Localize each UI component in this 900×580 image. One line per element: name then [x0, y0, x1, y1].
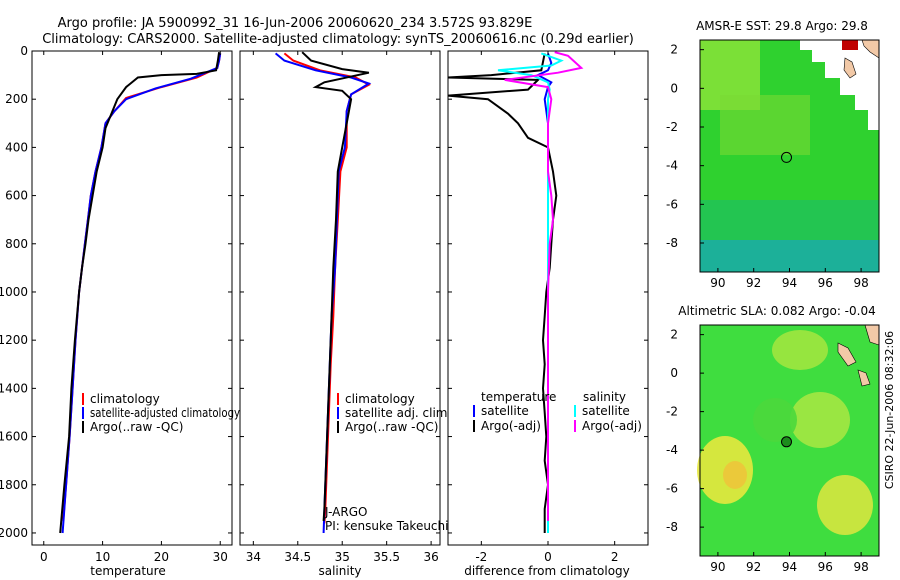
map-y-tick-label: -4 [666, 443, 678, 457]
x-tick-label: 0 [40, 550, 48, 564]
map-x-tick-label: 90 [710, 276, 725, 290]
sst-island [843, 57, 857, 79]
legend-label: Argo(..raw -QC) [345, 420, 438, 434]
argo-position-marker [781, 151, 792, 163]
salinity-panel: 34 34.5 35 35.5 36 salinity climatology sate… [239, 50, 451, 578]
sla-map-title: Altimetric SLA: 0.082 Argo: -0.04 [678, 304, 875, 318]
map-y-tick-label: 2 [670, 328, 678, 342]
x-tick-label: 30 [213, 550, 228, 564]
map-x-tick-label: 94 [782, 276, 797, 290]
x-tick-label: 34 [246, 550, 261, 564]
map-y-tick-label: 2 [670, 43, 678, 57]
sst-map-title: AMSR-E SST: 29.8 Argo: 29.8 [696, 19, 868, 33]
sla-map-panel: Altimetric SLA: 0.082 Argo: -0.04 90 92 94… [666, 304, 880, 574]
x-tick-label: 35.5 [373, 550, 400, 564]
map-x-tick-label: 98 [853, 560, 868, 574]
y-tick-label: 800 [5, 237, 28, 251]
y-tick-label: 1800 [0, 478, 28, 492]
figure-title-line2: Climatology: CARS2000. Satellite-adjuste… [42, 32, 634, 47]
temperature-legend: climatology satellite-adjusted climatolo… [82, 392, 240, 434]
legend-header-salinity: salinity [583, 390, 626, 404]
temperature-xlabel: temperature [90, 564, 165, 578]
legend-label: satellite [481, 404, 529, 418]
temperature-plot-frame [31, 50, 233, 546]
y-tick-label: 1000 [0, 285, 28, 299]
map-y-tick-label: -4 [666, 159, 678, 173]
map-y-tick-label: -8 [666, 520, 678, 534]
temperature-panel: 0 10 20 30 0 200 400 600 800 1000 1200 1400 1600 180… [0, 44, 240, 578]
y-tick-label: 1600 [0, 430, 28, 444]
map-y-tick-label: -8 [666, 236, 678, 250]
sst-field [700, 39, 880, 272]
salinity-plot-frame [239, 50, 441, 546]
y-tick-label: 200 [5, 92, 28, 106]
float-program-annotation: J-ARGO [324, 505, 367, 519]
x-tick-label: 34.5 [284, 550, 311, 564]
map-x-tick-label: 98 [853, 276, 868, 290]
sst-hot-spot [842, 40, 858, 50]
map-x-tick-label: 90 [710, 560, 725, 574]
sst-warm-patch [720, 95, 810, 155]
float-pi-annotation: PI: kensuke Takeuchi [325, 519, 448, 533]
difference-legend: temperature salinity satellite Argo(-adj… [473, 390, 642, 433]
x-tick-label: 2 [611, 550, 619, 564]
sla-anomaly-patch [817, 475, 873, 535]
temperature-profile-series-2 [59, 52, 221, 534]
figure-title-line1: Argo profile: JA 5900992_31 16-Jun-2006 … [58, 16, 533, 31]
legend-label: climatology [90, 392, 160, 406]
salinity-legend: climatology satellite adj. clim. Argo(..… [337, 392, 451, 434]
map-y-tick-label: 0 [670, 81, 678, 95]
sla-island [857, 369, 871, 387]
map-x-tick-label: 96 [818, 276, 833, 290]
difference-panel: -2 0 2 difference from climatology tempera… [447, 50, 649, 578]
x-tick-label: 20 [154, 550, 169, 564]
footer-timestamp: CSIRO 22-Jun-2006 08:32:06 [883, 331, 896, 489]
y-tick-label: 400 [5, 140, 28, 154]
x-tick-label: 10 [95, 550, 110, 564]
map-x-tick-label: 96 [818, 560, 833, 574]
x-tick-label: 36 [423, 550, 438, 564]
y-tick-label: 1400 [0, 381, 28, 395]
map-x-tick-label: 92 [746, 276, 761, 290]
map-x-tick-label: 92 [746, 560, 761, 574]
sla-island [837, 342, 857, 367]
map-y-tick-label: -2 [666, 120, 678, 134]
x-tick-label: 0 [544, 550, 552, 564]
y-tick-label: 0 [20, 44, 28, 58]
sst-map-panel: AMSR-E SST: 29.8 Argo: 29.8 90 92 94 96 98 2… [666, 19, 880, 290]
temperature-profile-series-1 [61, 53, 222, 534]
sla-anomaly-patch [753, 398, 797, 442]
legend-label: satellite [582, 404, 630, 418]
sst-cool-band [700, 240, 879, 272]
y-tick-label: 1200 [0, 333, 28, 347]
legend-header-temperature: temperature [481, 390, 556, 404]
salinity-profile-series-2 [301, 51, 370, 521]
x-tick-label: 35 [335, 550, 350, 564]
legend-label: satellite adj. clim. [345, 406, 451, 420]
map-y-tick-label: 0 [670, 366, 678, 380]
sst-missing-data [800, 40, 879, 130]
difference-xlabel: difference from climatology [464, 564, 630, 578]
y-tick-label: 600 [5, 189, 28, 203]
sla-anomaly-patch [723, 461, 747, 489]
salinity-xlabel: salinity [318, 564, 361, 578]
x-tick-label: -2 [475, 550, 487, 564]
legend-label: climatology [345, 392, 415, 406]
legend-label: satellite-adjusted climatology [90, 406, 240, 420]
difference-profile-series-3 [504, 51, 584, 521]
legend-label: Argo(..raw -QC) [90, 420, 183, 434]
sla-anomaly-patch [772, 330, 828, 370]
sla-anomaly-patch [790, 392, 850, 448]
y-tick-label: 2000 [0, 526, 28, 540]
legend-label: Argo(-adj) [481, 419, 541, 433]
map-y-tick-label: -6 [666, 197, 678, 211]
map-x-tick-label: 94 [782, 560, 797, 574]
map-y-tick-label: -6 [666, 482, 678, 496]
argo-position-marker [781, 436, 792, 448]
map-y-tick-label: -2 [666, 405, 678, 419]
legend-label: Argo(-adj) [582, 419, 642, 433]
